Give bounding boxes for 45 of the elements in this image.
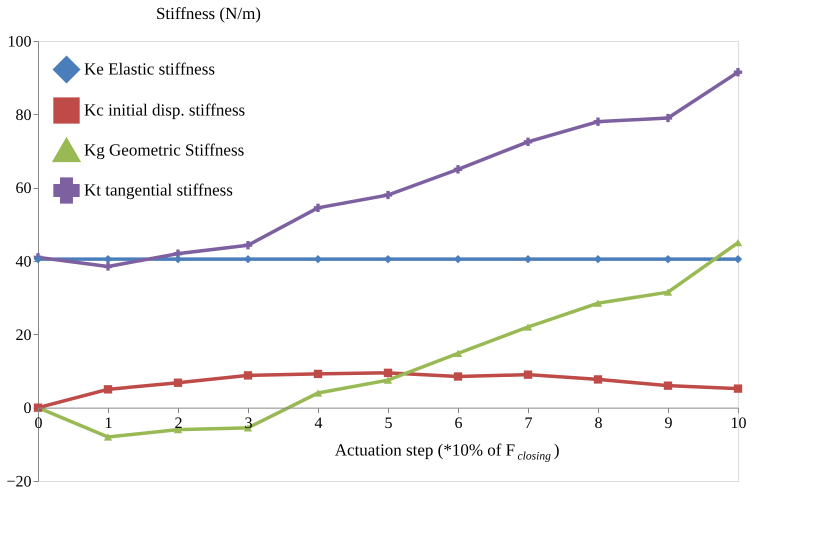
x-tick-label: 2 — [174, 415, 182, 432]
x-tick-label: 0 — [34, 415, 42, 432]
point — [524, 323, 532, 331]
point — [174, 378, 182, 387]
point — [524, 370, 532, 379]
point — [314, 204, 322, 212]
y-tick-label: 0 — [24, 400, 32, 418]
x-tick-label: 6 — [454, 415, 462, 432]
point — [594, 300, 602, 307]
legend-label: Ke Elastic stiffness — [84, 60, 215, 78]
legend-label: Kt tangential stiffness — [84, 180, 233, 200]
point — [454, 350, 462, 358]
point — [244, 241, 252, 250]
point — [734, 68, 742, 76]
y-tick-label: 40 — [16, 254, 32, 270]
point — [104, 433, 112, 441]
x-tick-label: 9 — [664, 415, 672, 432]
x-tick-label: 10 — [730, 415, 746, 432]
point — [384, 376, 392, 384]
point — [384, 368, 392, 378]
point — [454, 165, 462, 174]
point — [664, 381, 672, 390]
y-tick-label: 80 — [16, 106, 32, 124]
y-tick-label: 60 — [16, 180, 32, 198]
x-tick-label: 7 — [524, 415, 532, 432]
point — [454, 372, 462, 381]
point — [664, 288, 672, 296]
point — [244, 371, 252, 380]
point — [594, 117, 602, 126]
point — [734, 384, 742, 393]
legend-label: Kg Geometric Stiffness — [84, 140, 244, 160]
x-tick-label: 5 — [384, 415, 392, 432]
y-axis-title: Stiffness (N/m) — [156, 4, 261, 23]
point — [314, 370, 322, 378]
point — [104, 385, 112, 394]
y-tick-label: 20 — [16, 326, 32, 344]
x-tick-label: 1 — [104, 415, 112, 432]
y-tick-label: 100 — [8, 34, 32, 50]
x-tick-label: 8 — [594, 415, 602, 432]
y-tick-label: −20 — [6, 474, 32, 490]
legend-label: Kc initial disp. stiffness — [84, 100, 246, 120]
x-tick-label: 4 — [314, 415, 322, 432]
point — [594, 375, 602, 384]
point — [314, 389, 322, 397]
point — [524, 138, 532, 146]
